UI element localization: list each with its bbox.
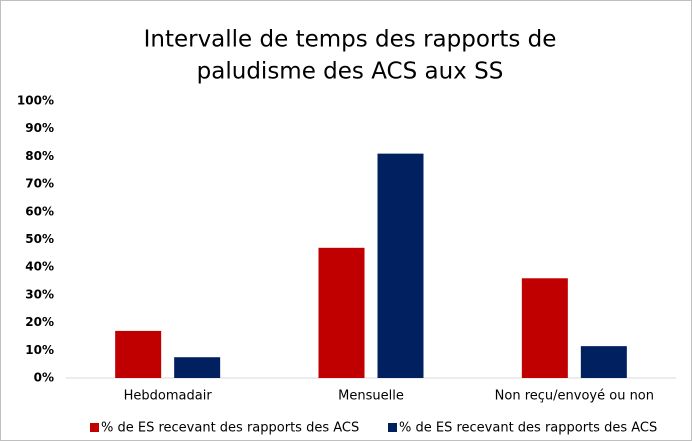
bar (115, 330, 162, 378)
x-tick-label: Hebdomadair (124, 389, 213, 404)
y-tick-label: 30% (25, 287, 54, 301)
legend-label: % de ES recevant des rapports des ACS (399, 421, 657, 436)
y-tick-label: 40% (25, 260, 54, 274)
y-tick-label: 80% (25, 149, 54, 163)
y-tick-label: 10% (25, 343, 54, 357)
y-tick-label: 90% (25, 121, 54, 135)
y-tick-label: 0% (34, 371, 54, 385)
y-tick-label: 60% (25, 204, 54, 218)
bar (521, 278, 568, 378)
chart-title: paludisme des ACS aux SS (197, 59, 504, 85)
y-tick-label: 50% (25, 232, 54, 246)
legend-label: % de ES recevant des rapports des ACS (101, 421, 359, 436)
bar (318, 247, 365, 378)
legend-swatch (388, 423, 397, 432)
y-tick-label: 20% (25, 315, 54, 329)
y-tick-label: 100% (17, 94, 54, 108)
bar (580, 346, 627, 378)
legend-swatch (90, 423, 99, 432)
y-tick-label: 70% (25, 177, 54, 191)
bar (377, 153, 424, 378)
bar (174, 357, 221, 378)
chart-title: Intervalle de temps des rapports de (144, 27, 557, 53)
x-tick-label: Non reçu/envoyé ou non (495, 389, 654, 404)
x-tick-label: Mensuelle (338, 389, 404, 404)
